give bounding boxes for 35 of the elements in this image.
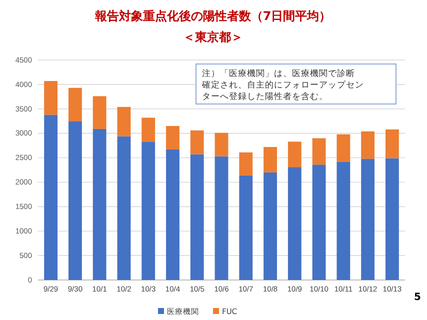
bar [214,132,228,156]
bar [239,175,253,280]
bar [336,162,350,280]
bar [68,121,82,280]
bar [214,156,228,280]
bar [264,147,277,172]
bar [361,158,375,280]
bar [312,138,326,165]
bar [264,172,277,280]
bar [288,142,302,168]
bar [117,106,131,136]
note-box: 注）「医療機関」は、医療機関で診断確定され、自主的にフォローアップセンターへ登録した陽性者を含む。 [196,64,396,104]
bar [142,118,156,142]
bar [312,164,326,280]
bar [117,136,131,280]
bar [385,158,399,280]
bar [142,142,156,280]
bar [68,88,82,122]
bar [92,128,106,280]
chart-title: 報告対象重点化後の陽性者数（7日間平均） [94,9,332,23]
bar [336,134,350,162]
bar [288,167,302,280]
bar [385,129,399,158]
text: 5 [414,292,422,303]
bar [190,154,204,280]
annotation: 注）「医療機関」は、医療機関で診断確定され、自主的にフォローアップセンターへ登録した陽性者を含む。 [201,68,364,102]
bar [190,130,204,154]
bar [92,96,106,129]
bar [239,152,253,176]
chart-subtitle: ＜東京都＞ [183,30,243,44]
bar [44,114,58,280]
bar [44,81,58,115]
bar [166,126,180,150]
bar [166,149,180,280]
bar [361,131,375,159]
